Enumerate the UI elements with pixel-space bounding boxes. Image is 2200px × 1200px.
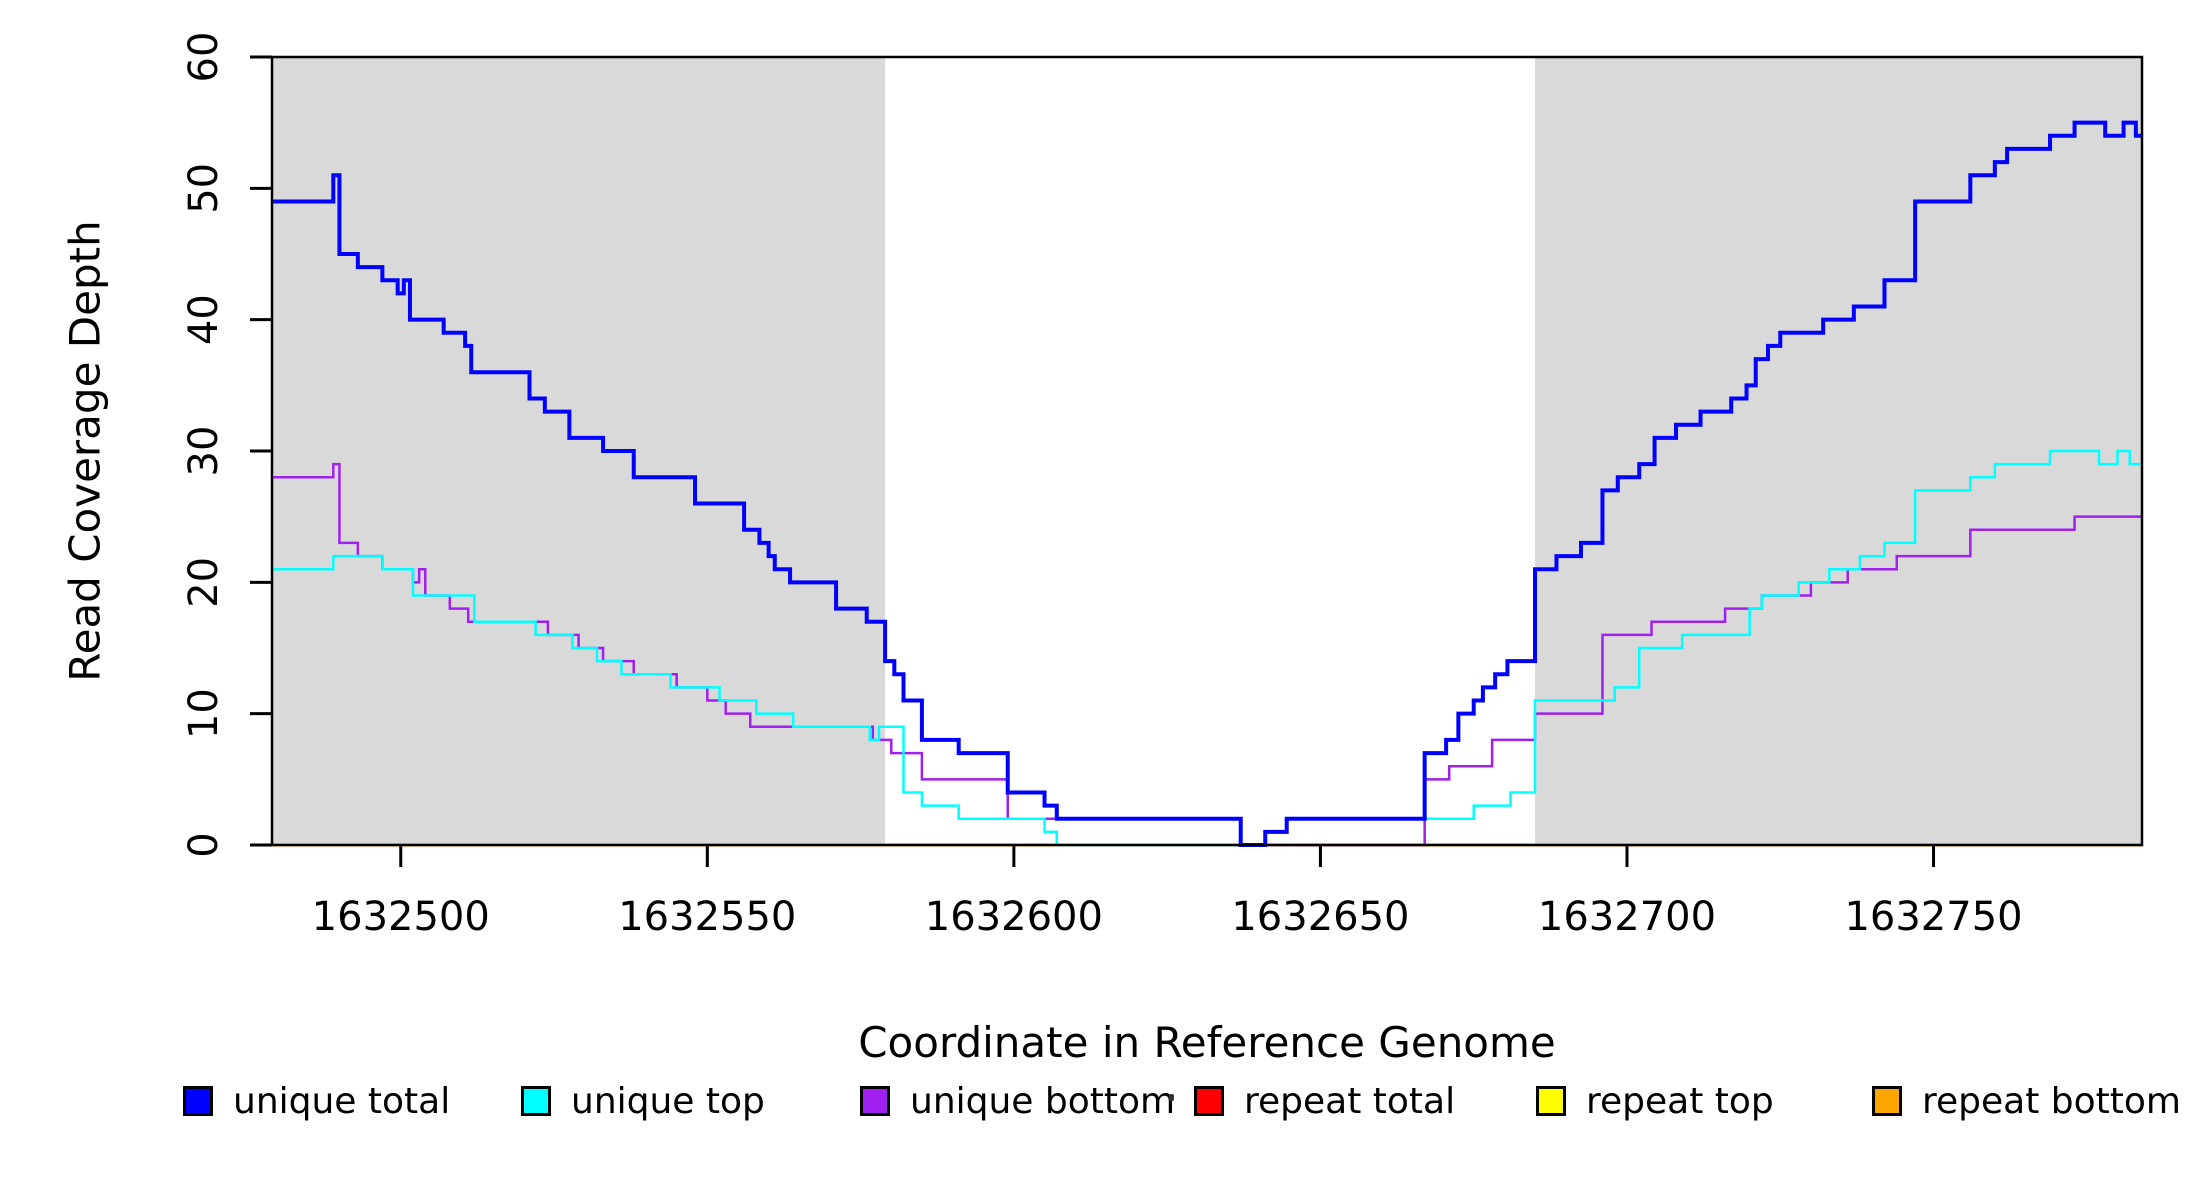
legend-label: unique top bbox=[571, 1080, 765, 1122]
repeat-top-swatch-icon bbox=[1536, 1086, 1566, 1116]
legend-label: repeat total bbox=[1244, 1080, 1456, 1122]
legend: unique total unique top unique bottom re… bbox=[0, 1080, 2200, 1126]
speck-artifact bbox=[1169, 1094, 1174, 1101]
svg-text:60: 60 bbox=[181, 32, 227, 83]
x-axis-ticks bbox=[399, 845, 1936, 867]
svg-text:10: 10 bbox=[181, 688, 227, 739]
svg-text:50: 50 bbox=[181, 163, 227, 214]
svg-text:1632700: 1632700 bbox=[1538, 894, 1716, 940]
svg-text:30: 30 bbox=[181, 426, 227, 477]
svg-text:1632500: 1632500 bbox=[312, 894, 490, 940]
legend-label: unique bottom bbox=[910, 1080, 1176, 1122]
legend-item-repeat-total: repeat total bbox=[1194, 1080, 1456, 1122]
y-axis-ticks bbox=[250, 55, 272, 847]
repeat-bottom-swatch-icon bbox=[1872, 1086, 1902, 1116]
repeat-total-swatch-icon bbox=[1194, 1086, 1224, 1116]
legend-item-repeat-top: repeat top bbox=[1536, 1080, 1774, 1122]
legend-item-unique-bottom: unique bottom bbox=[860, 1080, 1176, 1122]
legend-item-repeat-bottom: repeat bottom bbox=[1872, 1080, 2181, 1122]
svg-text:1632550: 1632550 bbox=[618, 894, 796, 940]
svg-text:0: 0 bbox=[181, 832, 227, 857]
svg-text:40: 40 bbox=[181, 294, 227, 345]
legend-item-unique-top: unique top bbox=[521, 1080, 765, 1122]
svg-text:20: 20 bbox=[181, 557, 227, 608]
unique-top-swatch-icon bbox=[521, 1086, 551, 1116]
legend-item-unique-total: unique total bbox=[183, 1080, 451, 1122]
unique-bottom-swatch-icon bbox=[860, 1086, 890, 1116]
y-axis-title: Read Coverage Depth bbox=[60, 220, 110, 682]
unique-total-swatch-icon bbox=[183, 1086, 213, 1116]
x-axis-title: Coordinate in Reference Genome bbox=[858, 1018, 1556, 1067]
svg-text:1632600: 1632600 bbox=[925, 894, 1103, 940]
legend-label: repeat top bbox=[1586, 1080, 1774, 1122]
y-axis-tick-labels: 0 10 20 30 40 50 60 bbox=[181, 32, 227, 858]
shaded-regions bbox=[272, 57, 2142, 845]
legend-label: repeat bottom bbox=[1922, 1080, 2181, 1122]
x-axis-tick-labels: 1632500 1632550 1632600 1632650 1632700 16327… bbox=[312, 894, 2023, 940]
legend-label: unique total bbox=[233, 1080, 451, 1122]
svg-text:1632750: 1632750 bbox=[1844, 894, 2022, 940]
svg-text:1632650: 1632650 bbox=[1231, 894, 1409, 940]
